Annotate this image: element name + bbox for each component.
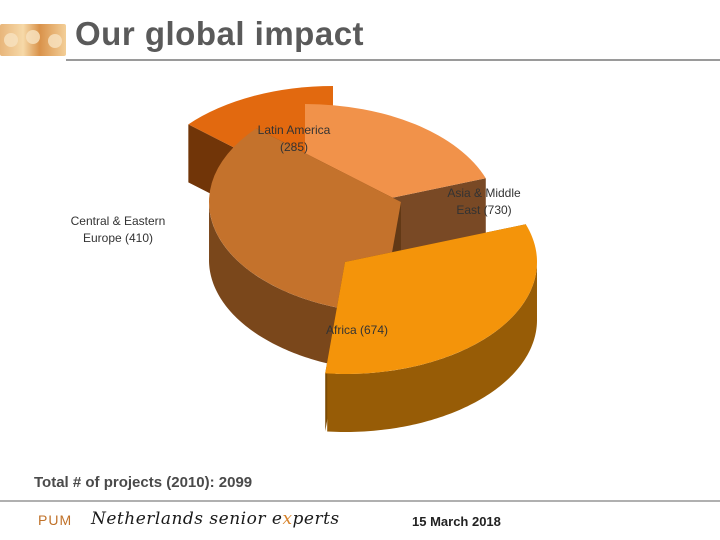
pie-chart: Latin America (285) Asia & Middle East (730…: [71, 86, 537, 432]
header-divider: [66, 59, 720, 61]
slide-title: Our global impact: [75, 15, 365, 52]
footer-tagline: Netherlands senior experts: [91, 509, 340, 529]
slice-label-line: Central & Eastern: [71, 214, 166, 228]
slice-label-line: Africa (674): [326, 323, 388, 337]
footer-org: PUM: [38, 512, 73, 528]
slice-side: [327, 260, 537, 432]
footer-tagline-suffix: perts: [292, 509, 340, 529]
footer-tagline-prefix: Netherlands senior e: [91, 509, 283, 529]
slice-label-line: (285): [280, 140, 308, 154]
slice-label-africa: Africa (674): [326, 323, 388, 337]
slice-label-line: Europe (410): [83, 231, 153, 245]
slice-top: [325, 224, 537, 374]
footer-date: 15 March 2018: [412, 514, 501, 529]
footer-divider: [0, 500, 720, 502]
slice-label-latin-america: Latin America (285): [258, 123, 331, 154]
slice-label-line: Asia & Middle: [447, 186, 521, 200]
footer-tagline-mark: x: [282, 509, 293, 529]
slice-label-line: East (730): [456, 203, 511, 217]
slice-label-line: Latin America: [258, 123, 331, 137]
total-projects: Total # of projects (2010): 2099: [34, 474, 253, 491]
slice-label-central-eastern-europe: Central & Eastern Europe (410): [71, 214, 166, 245]
header-photo: [0, 24, 66, 56]
pie-slice-africa: [325, 224, 537, 432]
slide-header: Our global impact: [0, 0, 720, 62]
slice-label-asia-middle-east: Asia & Middle East (730): [447, 186, 521, 217]
